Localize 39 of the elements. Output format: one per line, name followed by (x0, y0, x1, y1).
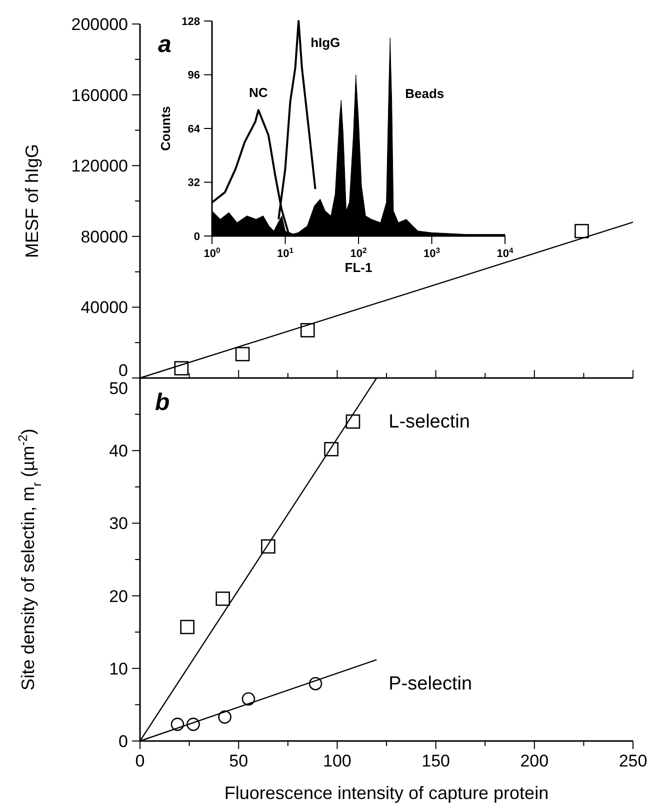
y-tick-label: 96 (188, 70, 200, 82)
y-tick-label: 50 (109, 378, 128, 398)
x-tick-label: 0 (135, 752, 145, 771)
x-tick-label: 50 (229, 752, 248, 771)
y-tick-label: 0 (118, 732, 128, 751)
x-tick-label: 200 (520, 752, 549, 771)
x-tick-label: 150 (422, 752, 450, 771)
x-tick-label: 10$^{1}$ (276, 245, 294, 260)
y-tick-label: 32 (188, 177, 200, 190)
y-axis-title: Counts (158, 106, 173, 151)
y-tick-label: 200000 (71, 14, 128, 34)
x-tick-label: 10$^{4}$ (496, 245, 514, 260)
series-label: L-selectin (388, 412, 470, 433)
x-tick-label: 10$^{0}$ (204, 245, 220, 260)
x-axis-title: FL-1 (344, 260, 372, 275)
series-label: NC (249, 85, 268, 100)
y-tick-label: 80000 (80, 227, 128, 246)
y-tick-label: 10 (109, 659, 128, 678)
series-label: Beads (405, 86, 444, 101)
x-tick-label: 250 (618, 752, 648, 771)
y-axis-title: MESF of hIgG (22, 144, 42, 258)
y-tick-label: 64 (188, 123, 201, 136)
y-tick-label: 0 (194, 230, 200, 243)
x-tick-label: 10$^{2}$ (350, 245, 367, 260)
y-tick-label: 0 (118, 360, 128, 380)
y-tick-label: 30 (109, 514, 128, 534)
y-tick-label: 40000 (80, 298, 128, 318)
series-label: hIgG (310, 35, 340, 50)
y-tick-label: 160000 (71, 86, 128, 105)
y-tick-label: 40 (109, 442, 128, 461)
y-tick-label: 128 (182, 16, 200, 28)
x-axis-title: Fluorescence intensity of capture protein (224, 783, 549, 803)
y-tick-label: 120000 (71, 156, 128, 176)
text: P-selectin (388, 674, 472, 695)
annotation: a (158, 31, 172, 58)
y-tick-label: 20 (109, 586, 128, 606)
x-tick-label: 10$^{3}$ (423, 245, 440, 260)
annotation: b (155, 389, 170, 416)
x-tick-label: 100 (323, 752, 352, 771)
